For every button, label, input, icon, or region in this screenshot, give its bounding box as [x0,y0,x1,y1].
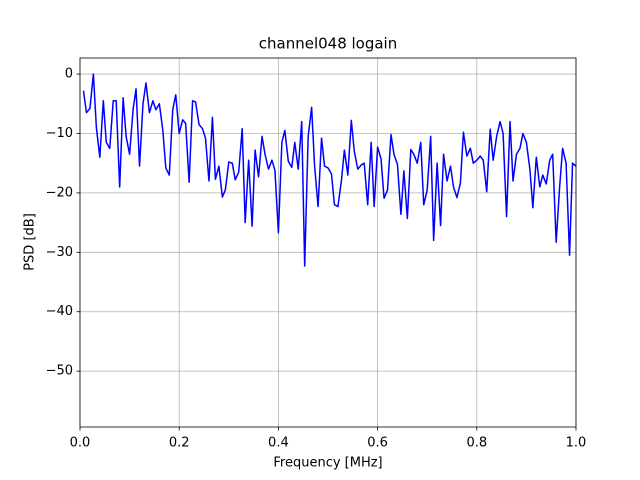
y-tick-label: 0 [65,67,73,82]
x-tick-label: 0.0 [70,436,91,451]
y-tick-label: −30 [46,245,73,260]
y-tick-label: −50 [46,364,73,379]
y-tick-label: −40 [46,304,73,319]
chart-title: channel048 logain [259,35,398,53]
y-tick-label: −20 [46,185,73,200]
y-tick-label: −10 [46,126,73,141]
axes-frame [79,57,577,428]
x-tick-label: 0.8 [466,436,487,451]
data-line [82,73,577,267]
x-axis-label: Frequency [MHz] [273,456,382,471]
x-tick-label: 0.6 [367,436,388,451]
y-axis-label: PSD [dB] [23,213,38,271]
x-tick-label: 0.4 [268,436,289,451]
x-tick-label: 0.2 [169,436,190,451]
x-tick-label: 1.0 [566,436,587,451]
